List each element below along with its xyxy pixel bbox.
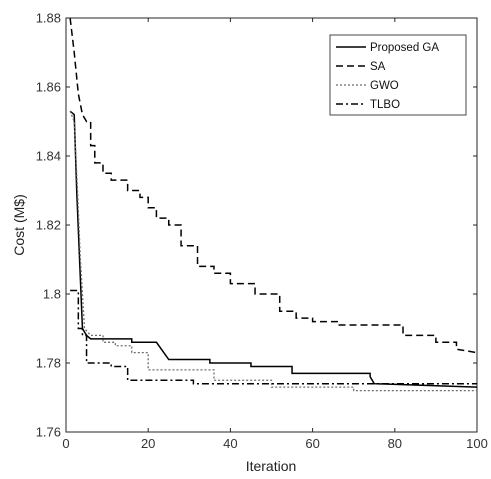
y-tick-label: 1.84	[36, 149, 61, 164]
x-tick-label: 60	[305, 436, 319, 451]
legend-label-sa: SA	[370, 61, 386, 73]
x-tick-label: 0	[62, 436, 69, 451]
legend-label-proposed-ga: Proposed GA	[370, 42, 439, 54]
legend: Proposed GA SA GWO TLBO	[329, 34, 467, 116]
y-tick-label: 1.76	[36, 425, 61, 440]
legend-label-gwo: GWO	[370, 80, 399, 92]
series-line-gwo	[69, 110, 477, 392]
y-tick-label: 1.78	[36, 356, 61, 371]
x-tick-label: 80	[388, 436, 402, 451]
x-tick-label: 20	[141, 436, 155, 451]
x-tick-label: 100	[466, 436, 488, 451]
series-layer	[69, 17, 478, 392]
legend-box	[329, 34, 467, 116]
y-tick-label: 1.8	[43, 287, 61, 302]
x-axis-title: Iteration	[246, 458, 297, 474]
x-axis: 0 20 40 60 80 100	[62, 18, 488, 451]
y-tick-label: 1.82	[36, 218, 61, 233]
x-tick-label: 40	[223, 436, 237, 451]
y-axis: 1.76 1.78 1.8 1.82 1.84 1.86 1.88	[36, 11, 477, 440]
y-axis-title: Cost (M$)	[11, 194, 27, 255]
y-tick-label: 1.86	[36, 80, 61, 95]
series-line-proposed-ga	[69, 110, 478, 388]
legend-label-tlbo: TLBO	[370, 99, 400, 111]
series-line-tlbo	[70, 289, 477, 385]
series-line-sa	[69, 17, 478, 354]
y-tick-label: 1.88	[36, 11, 61, 26]
